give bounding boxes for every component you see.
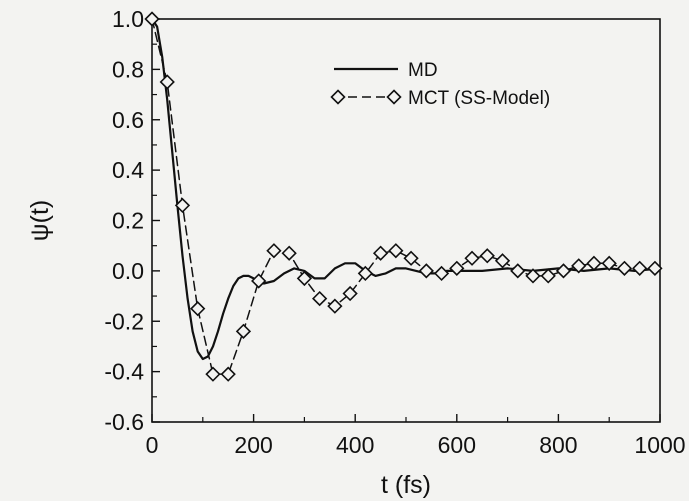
mct-data-point bbox=[540, 268, 556, 284]
mct-data-point bbox=[220, 366, 236, 382]
mct-data-point bbox=[555, 263, 572, 279]
x-tick-label: 200 bbox=[234, 432, 272, 458]
mct-data-point bbox=[586, 255, 602, 271]
mct-data-point bbox=[616, 260, 633, 276]
y-tick-label: -0.2 bbox=[104, 308, 144, 334]
mct-data-point bbox=[144, 11, 160, 27]
mct-data-point bbox=[449, 260, 465, 276]
mct-data-point bbox=[601, 255, 617, 271]
mct-data-point bbox=[525, 268, 541, 284]
mct-data-point bbox=[327, 298, 343, 314]
mct-data-point bbox=[190, 301, 206, 317]
y-tick-label: -0.4 bbox=[104, 359, 144, 385]
mct-data-point bbox=[388, 243, 404, 259]
x-tick-label: 400 bbox=[336, 432, 374, 458]
y-tick-label: 0.4 bbox=[112, 157, 144, 183]
x-tick-label: 0 bbox=[146, 432, 159, 458]
mct-data-point bbox=[464, 250, 480, 266]
mct-data-point bbox=[510, 263, 526, 279]
legend-marker-mct bbox=[386, 89, 402, 105]
mct-data-point bbox=[403, 250, 419, 266]
mct-data-point bbox=[205, 366, 221, 382]
x-axis-label: t (fs) bbox=[381, 471, 431, 499]
x-tick-label: 800 bbox=[539, 432, 577, 458]
mct-data-point bbox=[235, 323, 252, 339]
series-line-mct bbox=[151, 18, 656, 375]
mct-data-point bbox=[296, 270, 313, 287]
legend-label-md: MD bbox=[408, 60, 438, 81]
mct-data-point bbox=[266, 243, 282, 259]
mct-data-point bbox=[571, 258, 587, 274]
mct-data-point bbox=[494, 253, 511, 269]
x-tick-label: 600 bbox=[438, 432, 476, 458]
mct-data-point bbox=[632, 260, 648, 276]
mct-data-point bbox=[418, 263, 434, 279]
mct-data-point bbox=[433, 265, 450, 282]
y-tick-label: 0.6 bbox=[112, 107, 144, 133]
y-tick-label: 0.8 bbox=[112, 56, 144, 82]
series-line-md bbox=[150, 17, 662, 361]
legend-label-mct: MCT (SS-Model) bbox=[408, 88, 550, 109]
plot-frame bbox=[151, 18, 661, 423]
y-tick-label: 0.2 bbox=[112, 208, 144, 234]
legend-marker-mct bbox=[330, 89, 346, 105]
mct-data-point bbox=[159, 74, 175, 90]
mct-data-point bbox=[251, 273, 267, 289]
y-axis-label: ψ(t) bbox=[26, 200, 54, 241]
mct-data-point bbox=[357, 265, 373, 282]
mct-data-point bbox=[312, 290, 328, 307]
x-tick-label: 1000 bbox=[634, 432, 685, 458]
y-tick-label: 0.0 bbox=[112, 258, 144, 284]
mct-data-point bbox=[647, 260, 663, 276]
y-tick-label: 1.0 bbox=[112, 6, 144, 32]
mct-data-point bbox=[342, 285, 358, 302]
mct-data-point bbox=[281, 245, 297, 261]
y-tick-label: -0.6 bbox=[104, 409, 144, 435]
mct-data-point bbox=[479, 248, 495, 264]
mct-data-point bbox=[372, 245, 389, 261]
mct-data-point bbox=[174, 197, 191, 214]
